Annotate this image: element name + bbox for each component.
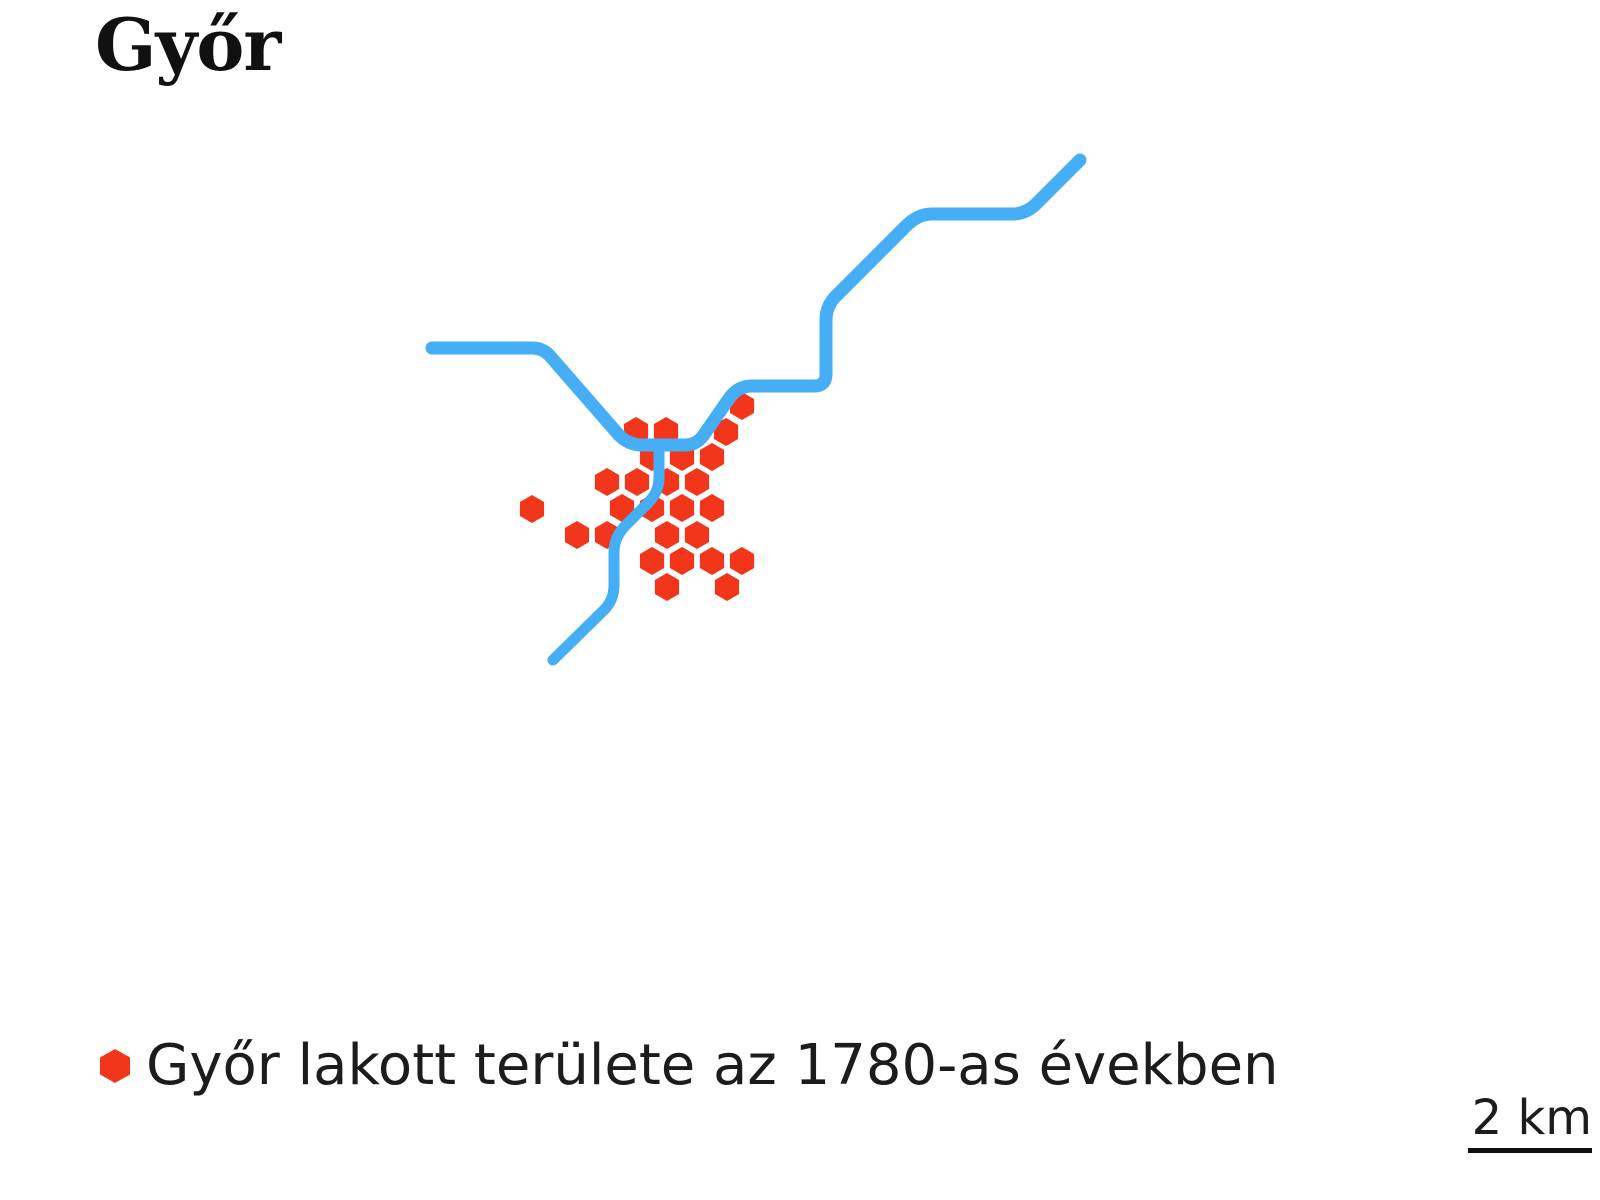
- settlement-hex: [714, 573, 740, 601]
- settlement-hex: [639, 547, 665, 575]
- settlement-hex: [729, 547, 755, 575]
- settlement-hex: [713, 418, 739, 446]
- river-branch: [547, 439, 665, 666]
- settlement-hex: [699, 547, 725, 575]
- settlement-hex: [653, 417, 679, 445]
- settlement-hex: [669, 494, 695, 522]
- settlement-hex: [624, 468, 650, 496]
- settlement-hex: [564, 521, 590, 549]
- settlement-hex: [594, 468, 620, 496]
- scale-bar: 2 km: [1468, 1090, 1592, 1153]
- settlement-hex: [519, 495, 545, 523]
- legend-label: Győr lakott területe az 1780-as években: [146, 1033, 1279, 1098]
- settlement-hex: [699, 494, 725, 522]
- legend: Győr lakott területe az 1780-as években: [98, 1030, 1279, 1102]
- scale-label: 2 km: [1471, 1090, 1592, 1146]
- settlement-hex: [669, 547, 695, 575]
- settlement-hex: [654, 573, 680, 601]
- hexagon-icon: [100, 1049, 130, 1083]
- settlement-hex: [654, 521, 680, 549]
- river-main: [425, 153, 1087, 452]
- settlement-hex: [699, 443, 725, 471]
- scale-line: [1468, 1148, 1592, 1153]
- settlement-hex: [684, 521, 710, 549]
- settlement-hex: [684, 468, 710, 496]
- map-title: Győr: [95, 2, 281, 87]
- settlement-hex: [609, 494, 635, 522]
